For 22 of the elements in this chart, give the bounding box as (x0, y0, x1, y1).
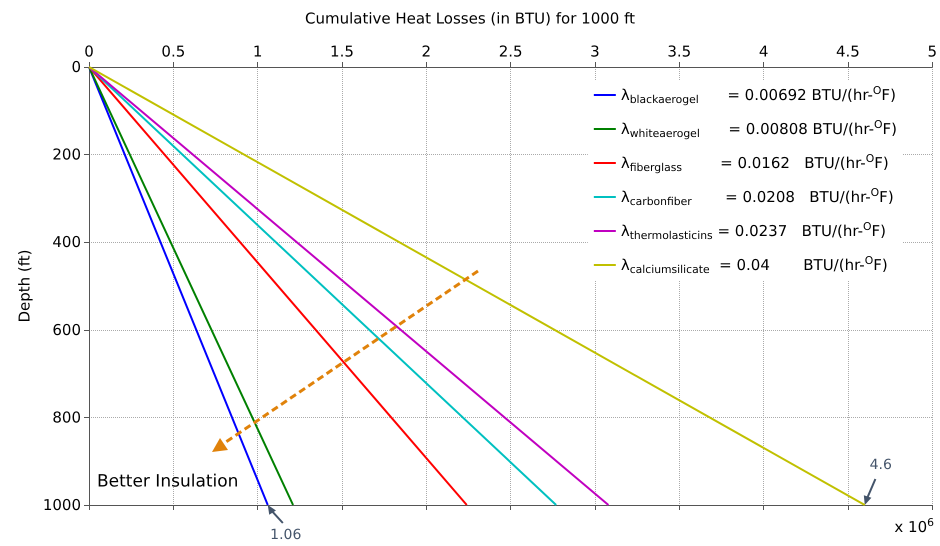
x-tick-label: 1 (252, 42, 262, 60)
y-tick-label: 400 (52, 233, 81, 252)
y-tick-label: 1000 (42, 496, 81, 514)
y-tick-label: 0 (71, 58, 81, 76)
x-tick-label: 4.5 (836, 42, 860, 60)
x-tick-label: 0.5 (161, 42, 186, 60)
x-tick-label: 5 (927, 42, 937, 60)
x-tick-label: 2.5 (498, 42, 523, 60)
x-tick-label: 1.5 (330, 42, 354, 60)
annotation: Better Insulation (97, 472, 238, 492)
y-tick-label: 600 (52, 320, 81, 339)
y-tick-label: 200 (52, 146, 81, 164)
x-tick-label: 3 (590, 42, 600, 60)
annotation: 1.06 (270, 527, 302, 543)
x-tick-label: 2 (422, 42, 432, 60)
y-tick-label: 800 (52, 408, 81, 426)
x-tick-label: 0 (84, 42, 94, 60)
annotation: 4.6 (870, 457, 892, 473)
chart-title: Cumulative Heat Losses (in BTU) for 1000 ft (304, 10, 636, 28)
y-axis-title: Depth (ft) (15, 249, 34, 323)
x-tick-label: 3.5 (667, 42, 692, 60)
x-tick-label: 4 (758, 42, 768, 60)
